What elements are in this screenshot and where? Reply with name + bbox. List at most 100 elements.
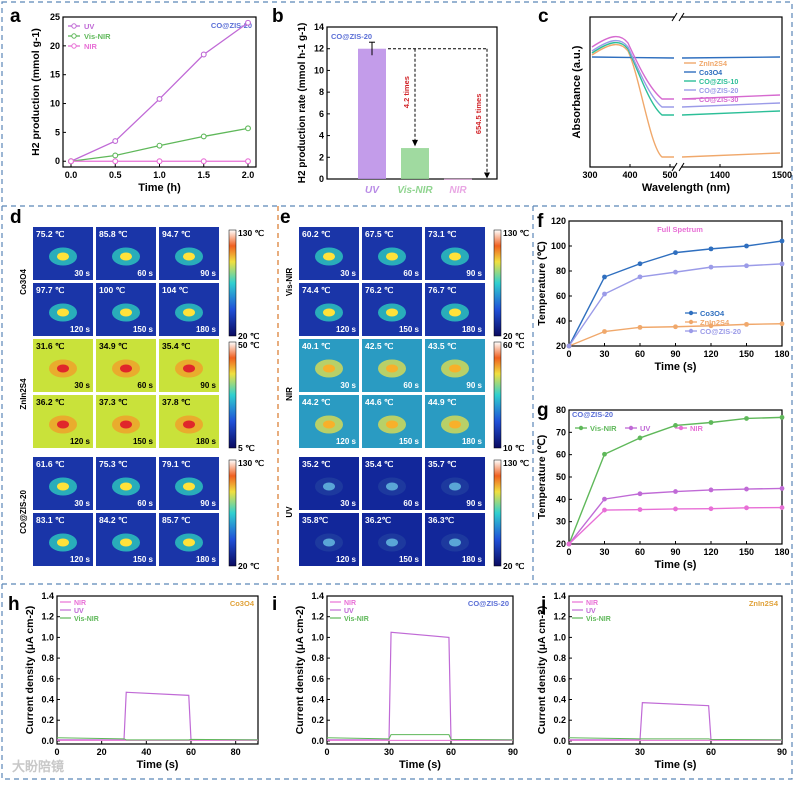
series-line: [568, 416, 783, 545]
time-label: 60 s: [137, 499, 153, 508]
x-tick-label: 20: [97, 747, 107, 757]
thermal-group: Co3O4 75.2 ℃ 30 s 85.8 ℃ 60 s 94.7 ℃ 90 s 97.7 …: [19, 227, 265, 341]
time-label: 60 s: [403, 499, 419, 508]
bar: [444, 178, 472, 180]
x-tick-label: 60: [446, 747, 456, 757]
temperature-label: 44.6 ℃: [365, 397, 394, 407]
category-label: NIR: [449, 185, 467, 196]
data-point: [566, 541, 572, 547]
x-tick-label: 150: [739, 547, 754, 557]
spectrum-curve: [591, 42, 781, 116]
heat-spot: [183, 420, 195, 429]
temperature-label: 76.7 ℃: [428, 285, 457, 295]
legend-marker: [71, 33, 77, 39]
panel-g: 0 30 60 90 120 150 180 20 30 40 50 60 70 80 Time (s) Te…: [536, 405, 790, 571]
x-tick-label: 60: [706, 747, 716, 757]
heat-spot: [386, 420, 398, 429]
legend-entry: CO@ZIS-10: [699, 77, 738, 86]
y-tick-label: 0.0: [553, 736, 566, 746]
y-axis-label: Current density (μA cm-2): [536, 606, 548, 735]
data-point: [245, 125, 251, 132]
y-tick-label: 1.0: [553, 632, 566, 642]
thermal-image: 79.1 ℃ 90 s: [159, 457, 219, 510]
data-point: [602, 274, 607, 280]
scale-min: 20 ℃: [503, 561, 525, 571]
x-tick-label: 90: [670, 547, 680, 557]
thermal-image: 40.1 ℃ 30 s: [299, 339, 359, 392]
x-tick-label: 60: [186, 747, 196, 757]
time-label: 60 s: [137, 269, 153, 278]
scale-max: 130 ℃: [503, 458, 530, 468]
legend-entry: Vis-NIR: [586, 616, 611, 623]
temperature-label: 100 ℃: [99, 285, 126, 295]
uv-trace: [57, 691, 258, 741]
data-point: [779, 485, 785, 491]
heat-spot: [449, 482, 461, 491]
legend-marker: [628, 425, 634, 431]
time-label: 60 s: [403, 381, 419, 390]
data-point: [779, 261, 785, 267]
heat-spot: [57, 420, 69, 429]
thermal-image: 35.4 ℃ 60 s: [362, 457, 422, 510]
x-tick-label: 0: [566, 547, 571, 557]
thermal-image: 84.2 ℃ 150 s: [96, 513, 156, 566]
heat-spot: [449, 420, 461, 429]
heat-spot: [323, 538, 335, 547]
category-label: Vis-NIR: [397, 185, 433, 196]
x-tick-label: 30: [635, 747, 645, 757]
bar: [358, 48, 386, 179]
y-tick-label: 4: [319, 131, 324, 141]
legend-entry: NIR: [690, 424, 704, 433]
legend-entry: UV: [344, 608, 354, 615]
data-point: [673, 324, 678, 330]
y-tick-label: 0.2: [311, 715, 324, 725]
thermal-image: 42.5 ℃ 60 s: [362, 339, 422, 392]
y-tick-label: 12: [314, 44, 324, 54]
y-tick-label: 0.4: [553, 694, 566, 704]
data-point: [708, 487, 714, 493]
y-tick-label: 50: [556, 472, 566, 482]
thermal-image: 75.2 ℃ 30 s: [33, 227, 93, 280]
y-tick-label: 60: [556, 450, 566, 460]
spectrum-curve: [591, 44, 781, 158]
scale-min: 20 ℃: [238, 331, 260, 341]
spectrum-curve: [591, 40, 781, 108]
x-tick-label: 120: [703, 547, 718, 557]
time-label: 120 s: [336, 555, 357, 564]
temperature-label: 36.2℃: [365, 515, 392, 525]
panel-tag: Co3O4: [230, 599, 255, 608]
y-tick-label: 20: [556, 341, 566, 351]
y-tick-label: 0.8: [553, 653, 566, 663]
time-label: 30 s: [74, 269, 90, 278]
data-point: [779, 505, 785, 510]
temperature-label: 31.6 ℃: [36, 341, 65, 351]
temperature-label: 61.6 ℃: [36, 459, 65, 469]
y-tick-label: 40: [556, 494, 566, 504]
bar: [401, 148, 429, 179]
series-line: [568, 487, 783, 545]
data-point: [156, 158, 163, 165]
thermal-group: ZnIn2S4 31.6 ℃ 30 s 34.9 ℃ 60 s 35.4 ℃ 90 s 36.…: [19, 339, 260, 453]
y-tick-label: 20: [556, 539, 566, 549]
scale-max: 130 ℃: [238, 458, 265, 468]
thermal-group: UV 35.2 ℃ 30 s 35.4 ℃ 60 s 35.7 ℃ 90 s 35.8℃ 120…: [285, 457, 530, 571]
thermal-image: 100 ℃ 150 s: [96, 283, 156, 336]
y-tick-label: 6: [319, 109, 324, 119]
panel-letter: c: [538, 6, 549, 27]
series-line: [568, 240, 783, 347]
legend-entry: Vis-NIR: [74, 616, 99, 623]
axis-break: [671, 12, 678, 22]
y-tick-label: 10: [314, 65, 324, 75]
heat-spot: [323, 482, 335, 491]
time-label: 150 s: [399, 555, 420, 564]
x-tick-label: 60: [635, 349, 645, 359]
data-point: [744, 263, 749, 269]
y-tick-label: 80: [556, 266, 566, 276]
heat-spot: [449, 538, 461, 547]
time-label: 120 s: [70, 325, 91, 334]
x-tick-label: 180: [774, 547, 789, 557]
y-tick-label: 14: [314, 22, 324, 32]
legend-marker: [71, 23, 77, 29]
y-axis-label: Current density (μA cm-2): [24, 606, 36, 735]
